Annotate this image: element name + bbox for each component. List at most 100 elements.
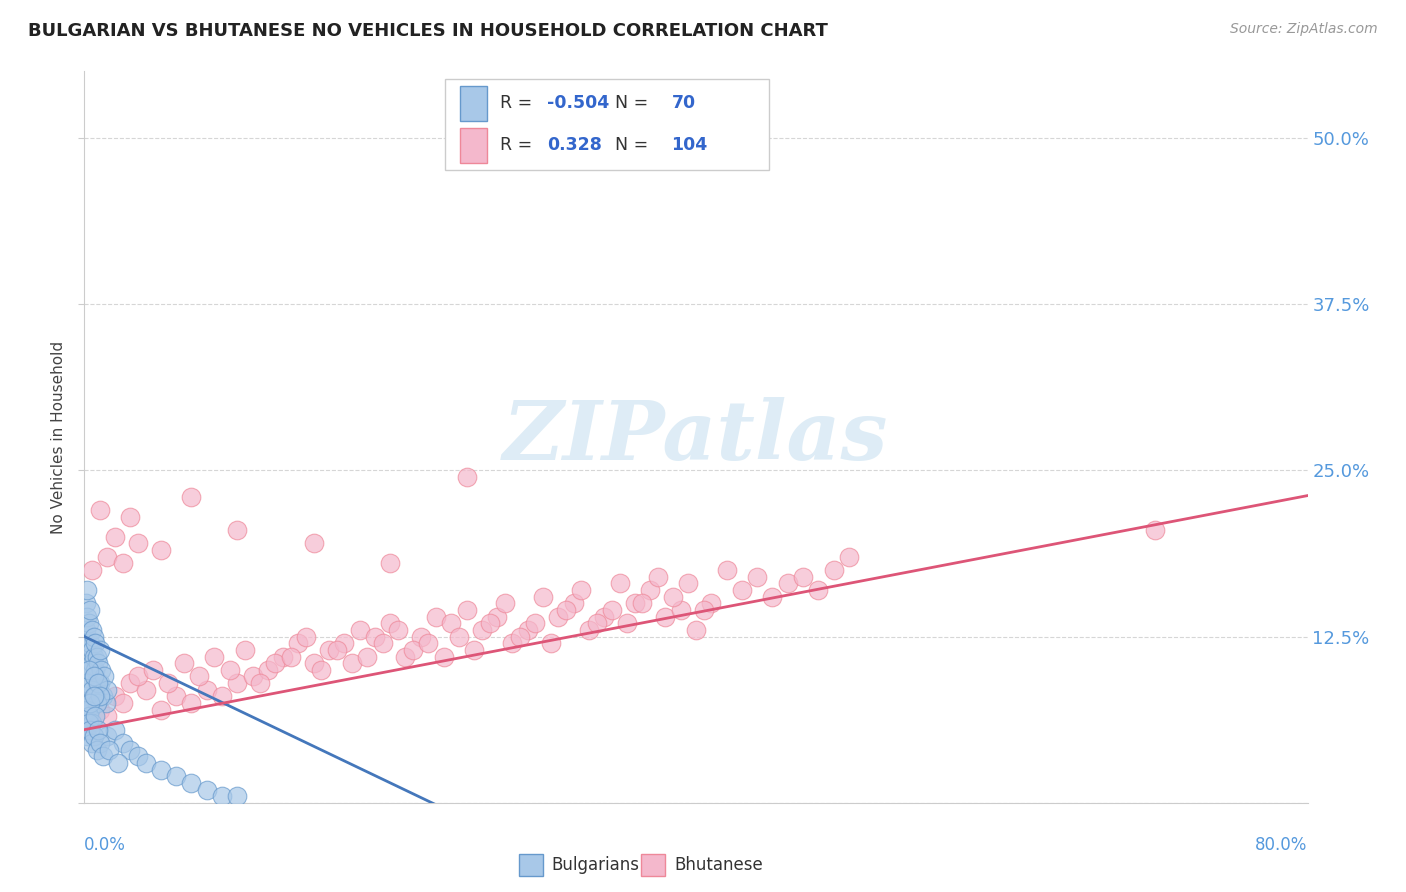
Point	[387, 623, 409, 637]
Point	[96, 682, 118, 697]
Point	[83, 669, 105, 683]
Point	[486, 609, 509, 624]
Point	[371, 636, 394, 650]
Point	[87, 676, 110, 690]
Point	[157, 676, 180, 690]
Point	[77, 616, 100, 631]
Point	[325, 643, 347, 657]
Point	[647, 570, 669, 584]
Point	[111, 557, 134, 571]
Point	[79, 696, 101, 710]
Text: Source: ZipAtlas.com: Source: ZipAtlas.com	[1230, 22, 1378, 37]
Point	[226, 676, 249, 690]
Point	[96, 709, 118, 723]
Point	[569, 582, 592, 597]
Point	[356, 649, 378, 664]
Point	[226, 789, 249, 804]
Point	[91, 690, 114, 704]
Point	[104, 723, 127, 737]
Point	[823, 563, 845, 577]
Point	[77, 663, 100, 677]
Point	[547, 609, 569, 624]
Point	[84, 709, 107, 723]
Point	[83, 669, 105, 683]
Point	[83, 649, 105, 664]
Point	[79, 636, 101, 650]
Text: BULGARIAN VS BHUTANESE NO VEHICLES IN HOUSEHOLD CORRELATION CHART: BULGARIAN VS BHUTANESE NO VEHICLES IN HO…	[28, 22, 828, 40]
Point	[1143, 523, 1166, 537]
Point	[76, 636, 98, 650]
Point	[91, 749, 114, 764]
Point	[84, 636, 107, 650]
Point	[380, 557, 402, 571]
Point	[188, 669, 211, 683]
Point	[165, 769, 187, 783]
Point	[807, 582, 830, 597]
Point	[89, 703, 111, 717]
Bar	[460, 128, 486, 163]
Point	[149, 763, 172, 777]
Bar	[519, 854, 543, 876]
Point	[77, 663, 100, 677]
Point	[94, 696, 117, 710]
Point	[80, 656, 103, 670]
Point	[402, 643, 425, 657]
Point	[287, 636, 309, 650]
Point	[471, 623, 494, 637]
Point	[90, 663, 112, 677]
Point	[202, 649, 225, 664]
Point	[616, 616, 638, 631]
Point	[333, 636, 356, 650]
Point	[700, 596, 723, 610]
Point	[79, 603, 101, 617]
Point	[638, 582, 661, 597]
Text: 80.0%: 80.0%	[1256, 836, 1308, 854]
Point	[311, 663, 333, 677]
Point	[409, 630, 432, 644]
Point	[84, 690, 107, 704]
Point	[242, 669, 264, 683]
Point	[76, 582, 98, 597]
Point	[80, 563, 103, 577]
Point	[302, 536, 325, 550]
Point	[83, 729, 105, 743]
Y-axis label: No Vehicles in Household: No Vehicles in Household	[51, 341, 66, 533]
Point	[257, 663, 280, 677]
Point	[456, 603, 478, 617]
Bar	[446, 78, 769, 170]
Point	[89, 503, 111, 517]
Point	[86, 742, 108, 756]
Point	[83, 690, 105, 704]
Point	[79, 676, 101, 690]
Point	[624, 596, 647, 610]
Point	[447, 630, 470, 644]
Point	[120, 676, 142, 690]
Point	[127, 536, 149, 550]
Point	[364, 630, 387, 644]
Point	[218, 663, 240, 677]
Point	[120, 509, 142, 524]
Point	[149, 543, 172, 558]
Point	[761, 590, 783, 604]
Point	[654, 609, 676, 624]
Point	[295, 630, 318, 644]
Bar	[460, 86, 486, 121]
Point	[349, 623, 371, 637]
Point	[77, 709, 100, 723]
Point	[180, 696, 202, 710]
Point	[380, 616, 402, 631]
Text: 70: 70	[672, 95, 696, 112]
Point	[716, 563, 738, 577]
Point	[120, 742, 142, 756]
Point	[502, 636, 524, 650]
Point	[747, 570, 769, 584]
Point	[280, 649, 302, 664]
Point	[180, 490, 202, 504]
Point	[340, 656, 363, 670]
Point	[89, 690, 111, 704]
Point	[678, 576, 700, 591]
Point	[97, 742, 120, 756]
Point	[96, 729, 118, 743]
Point	[79, 703, 101, 717]
Point	[555, 603, 578, 617]
